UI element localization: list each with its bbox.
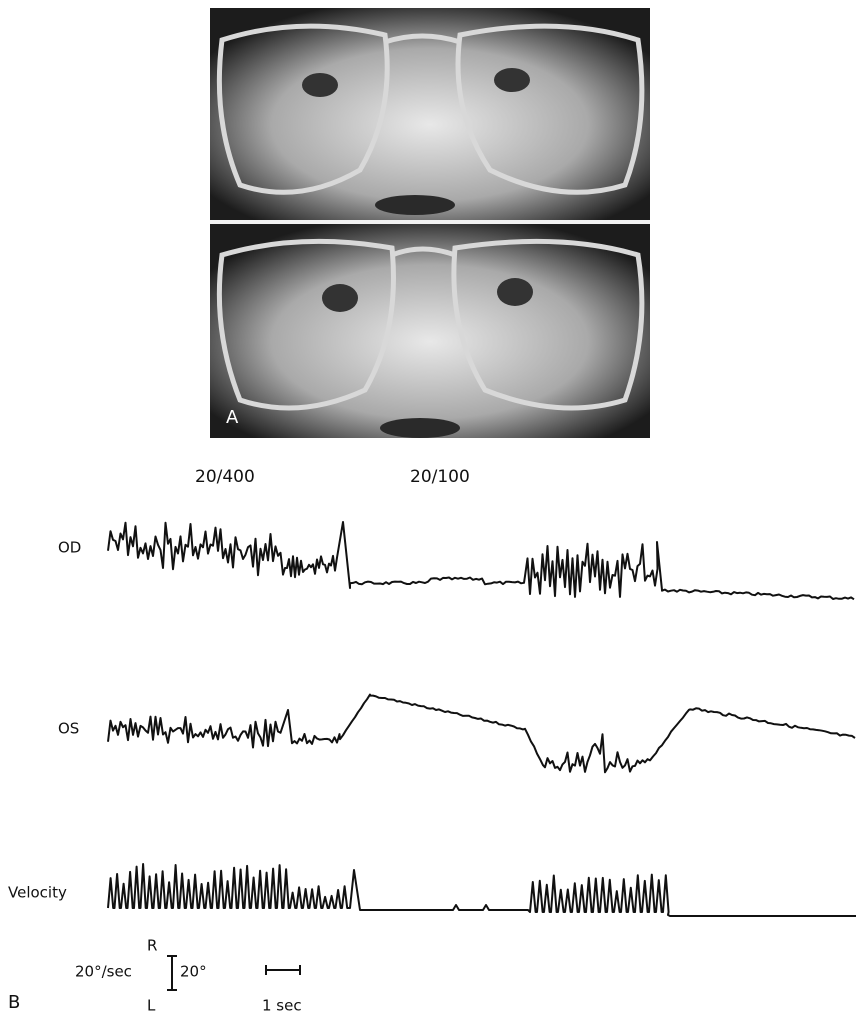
acuity-label: 20/100 bbox=[410, 467, 470, 487]
scale-label: 20°/sec bbox=[75, 963, 132, 981]
panel-label: A bbox=[226, 407, 239, 428]
panel-label: B bbox=[8, 992, 20, 1013]
scale-label: 20° bbox=[180, 963, 207, 981]
trace-label: OD bbox=[58, 539, 81, 557]
acuity-label: 20/400 bbox=[195, 467, 255, 487]
scale-label: 1 sec bbox=[262, 997, 302, 1015]
scale-label: R bbox=[147, 937, 157, 955]
trace-label: OS bbox=[58, 720, 79, 738]
trace-label: Velocity bbox=[8, 884, 67, 902]
scale-label: L bbox=[147, 997, 156, 1015]
os-trace bbox=[107, 693, 856, 774]
photo bbox=[210, 8, 650, 438]
velocity-trace bbox=[107, 863, 856, 917]
traces bbox=[107, 521, 856, 917]
scale-bars bbox=[167, 955, 301, 991]
od-trace bbox=[107, 521, 855, 601]
